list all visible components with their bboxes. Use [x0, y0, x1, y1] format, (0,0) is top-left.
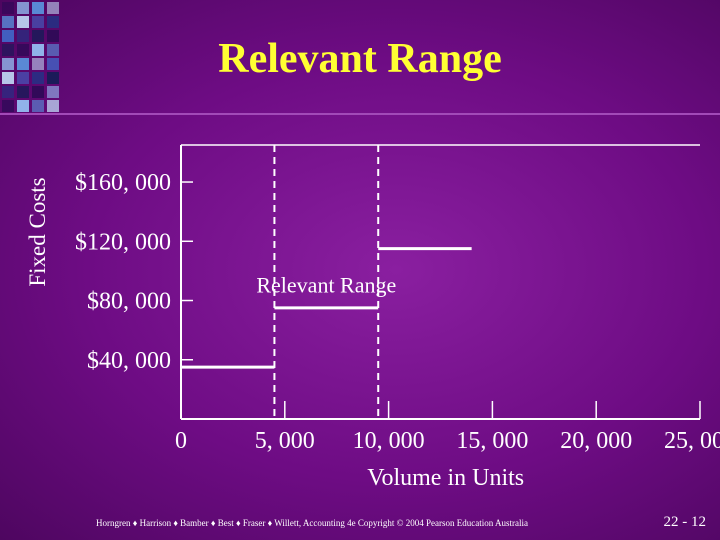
decorative-tile: [32, 16, 44, 28]
decorative-tile: [17, 58, 29, 70]
decorative-tile: [32, 86, 44, 98]
y-tick-label: $80, 000: [87, 289, 171, 315]
decorative-tile: [47, 30, 59, 42]
decorative-tile: [47, 16, 59, 28]
decorative-tile: [2, 58, 14, 70]
decorative-tile: [32, 58, 44, 70]
title-divider: [0, 113, 720, 115]
decorative-tiles: [0, 0, 62, 112]
decorative-tile: [2, 100, 14, 112]
decorative-tile: [47, 86, 59, 98]
decorative-tile: [17, 44, 29, 56]
decorative-tile: [2, 44, 14, 56]
x-tick-label: 0: [175, 428, 187, 454]
slide-title: Relevant Range: [218, 36, 502, 82]
x-tick-label: 20, 000: [560, 428, 632, 454]
x-tick-label: 10, 000: [353, 428, 425, 454]
decorative-tile: [47, 2, 59, 14]
decorative-tile: [2, 2, 14, 14]
decorative-tile: [17, 72, 29, 84]
decorative-tile: [17, 16, 29, 28]
decorative-tile: [2, 30, 14, 42]
decorative-tile: [17, 2, 29, 14]
y-tick-label: $120, 000: [75, 229, 171, 255]
decorative-tile: [32, 30, 44, 42]
y-tick-label: $40, 000: [87, 348, 171, 374]
decorative-tile: [2, 86, 14, 98]
x-tick-label: 25, 000: [664, 428, 720, 454]
decorative-tile: [17, 30, 29, 42]
decorative-tile: [17, 100, 29, 112]
page-number: 22 - 12: [663, 514, 707, 530]
decorative-tile: [47, 100, 59, 112]
decorative-tile: [32, 44, 44, 56]
decorative-tile: [32, 72, 44, 84]
decorative-tile: [32, 100, 44, 112]
y-tick-label: $160, 000: [75, 170, 171, 196]
decorative-tile: [2, 72, 14, 84]
slide-footer: Horngren ♦ Harrison ♦ Bamber ♦ Best ♦ Fr…: [96, 518, 528, 528]
x-tick-label: 15, 000: [456, 428, 528, 454]
decorative-tile: [47, 58, 59, 70]
x-axis-label: Volume in Units: [367, 465, 524, 491]
decorative-tile: [47, 44, 59, 56]
decorative-tile: [17, 86, 29, 98]
decorative-tile: [47, 72, 59, 84]
decorative-tile: [2, 16, 14, 28]
decorative-tile: [32, 2, 44, 14]
relevant-range-annotation: Relevant Range: [256, 273, 396, 298]
x-tick-label: 5, 000: [255, 428, 315, 454]
